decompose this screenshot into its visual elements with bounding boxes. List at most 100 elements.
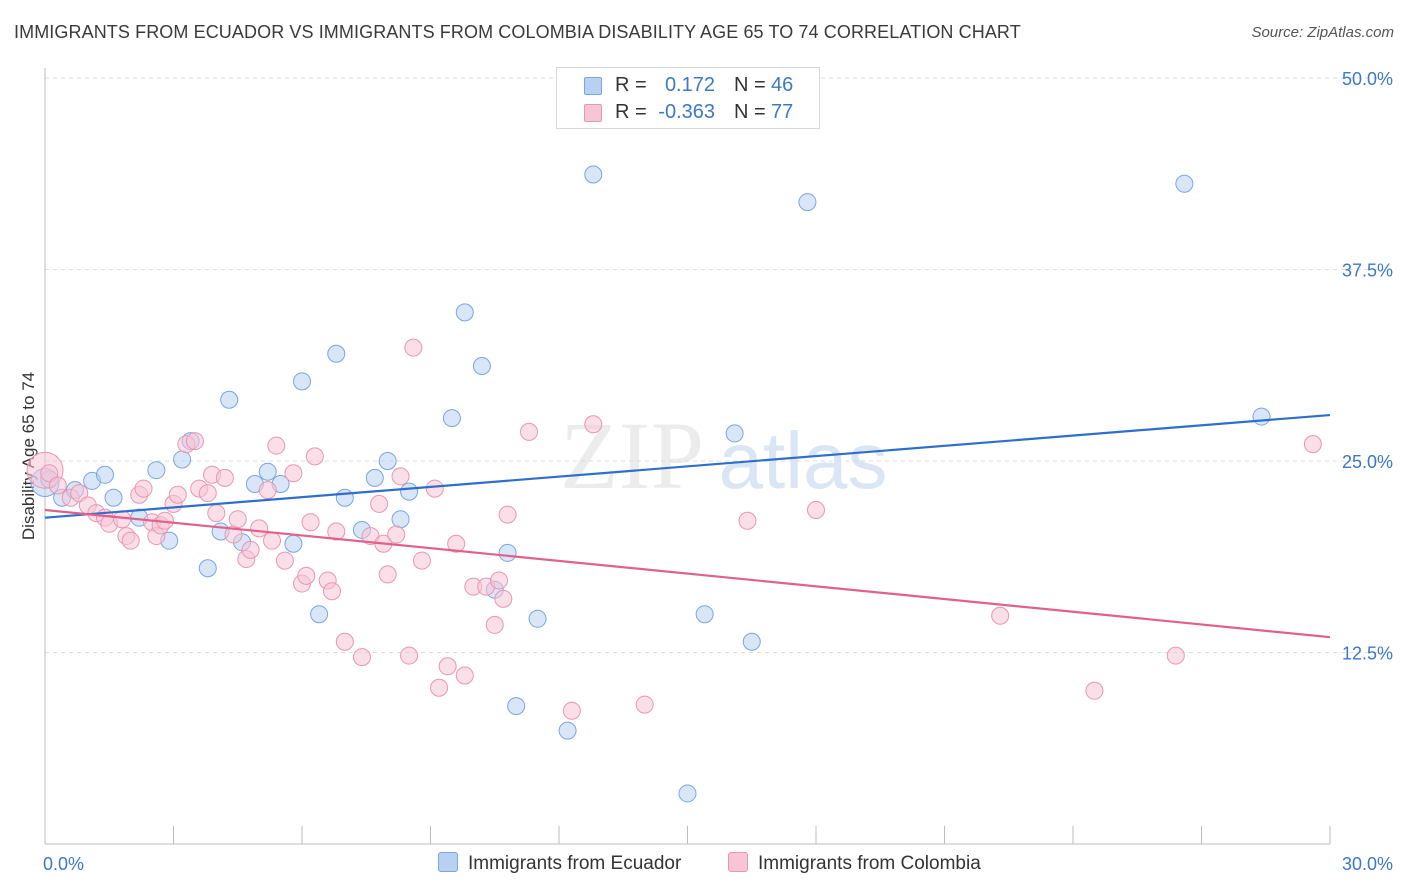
colombia-point	[322, 582, 341, 601]
y-tick-label: 50.0%	[1342, 69, 1393, 89]
series-legend: Immigrants from Ecuador Immigrants from …	[0, 852, 1406, 878]
colombia-point	[352, 648, 371, 667]
colombia-point	[1166, 646, 1185, 665]
r-value: 0.172	[664, 74, 715, 96]
ecuador-point	[293, 372, 311, 391]
r-value: -0.363	[658, 101, 715, 123]
colombia-point	[425, 479, 444, 498]
colombia-point	[1303, 435, 1322, 454]
ecuador-point	[1175, 174, 1194, 193]
ecuador-point	[507, 697, 526, 716]
y-tick-label: 12.5%	[1342, 644, 1393, 664]
ecuador-point	[400, 482, 419, 501]
ecuador-point	[725, 424, 744, 443]
y-tick-label: 37.5%	[1342, 261, 1393, 281]
ecuador-point	[220, 390, 239, 409]
colombia-point	[1085, 681, 1104, 700]
colombia-point	[807, 501, 825, 520]
colombia-point	[991, 606, 1010, 625]
ecuador-point	[498, 543, 517, 562]
chart-title: IMMIGRANTS FROM ECUADOR VS IMMIGRANTS FR…	[14, 22, 1021, 42]
y-tick-label: 25.0%	[1342, 452, 1393, 472]
colombia-point	[494, 589, 513, 608]
colombia-point	[520, 422, 539, 441]
colombia-swatch	[584, 104, 602, 122]
n-label: N =	[734, 74, 766, 96]
x-tick-label-max: 30.0%	[1342, 854, 1393, 874]
colombia-point	[485, 615, 504, 634]
colombia-point	[258, 481, 277, 500]
colombia-point	[335, 632, 354, 651]
ecuador-point	[455, 303, 474, 322]
colombia-point	[48, 476, 67, 495]
colombia-point	[562, 701, 581, 720]
colombia-point	[738, 511, 757, 530]
ecuador-point	[198, 559, 217, 578]
colombia-point	[584, 415, 603, 434]
colombia-point	[438, 657, 457, 676]
colombia-point	[430, 678, 449, 697]
colombia-point	[447, 534, 466, 553]
ecuador-swatch	[584, 77, 602, 95]
colombia-point	[215, 468, 234, 487]
ecuador-point	[558, 721, 577, 740]
ecuador-point	[528, 609, 547, 628]
colombia-point	[297, 566, 316, 585]
colombia-point	[305, 447, 324, 466]
colombia-point	[168, 485, 187, 504]
n-value: 77	[771, 101, 794, 123]
colombia-point	[370, 494, 389, 513]
n-label: N =	[734, 101, 766, 123]
colombia-point	[455, 666, 474, 685]
colombia-point	[40, 464, 59, 483]
watermark-zip: ZIP	[560, 402, 704, 509]
colombia-point	[121, 531, 140, 550]
source-credit: Source: ZipAtlas.com	[1251, 24, 1394, 41]
ecuador-point	[391, 510, 410, 529]
colombia-point	[70, 484, 89, 503]
ecuador-point	[442, 409, 461, 428]
colombia-legend-swatch	[728, 852, 748, 872]
colombia-point	[404, 338, 423, 357]
ecuador-point	[284, 534, 303, 553]
colombia-point	[207, 504, 226, 523]
ecuador-point	[173, 450, 192, 469]
legend-row-ecuador: R = 0.172 N = 46	[557, 73, 819, 99]
r-label: R =	[615, 101, 647, 123]
y-axis-label: Disability Age 65 to 74	[19, 372, 38, 540]
colombia-point	[327, 522, 346, 541]
x-tick-label-min: 0.0%	[43, 854, 84, 874]
n-value: 46	[771, 74, 794, 96]
colombia-point	[391, 467, 410, 486]
ecuador-point	[695, 605, 714, 624]
colombia-point	[301, 513, 320, 532]
ecuador-point	[742, 632, 761, 651]
ecuador-point	[678, 784, 697, 803]
colombia-point	[284, 464, 303, 483]
colombia-point	[498, 505, 517, 524]
ecuador-point	[147, 461, 166, 480]
ecuador-point	[95, 465, 114, 484]
legend-item-colombia: Immigrants from Colombia	[728, 852, 981, 875]
colombia-point	[412, 551, 431, 570]
ecuador-point	[327, 344, 346, 363]
ecuador-point	[798, 193, 817, 212]
ecuador-point	[258, 462, 277, 481]
colombia-point	[134, 479, 153, 498]
ecuador-point	[1252, 407, 1271, 426]
legend-row-colombia: R = -0.363 N = 77	[557, 100, 819, 126]
colombia-point	[635, 695, 654, 714]
colombia-point	[378, 565, 397, 584]
colombia-point	[263, 531, 282, 550]
colombia-point	[228, 510, 247, 529]
ecuador-point	[378, 452, 397, 470]
colombia-point	[275, 551, 294, 570]
colombia-trend-line	[44, 508, 1331, 639]
ecuador-point	[584, 165, 603, 184]
watermark-atlas: atlas	[719, 416, 888, 505]
colombia-point	[198, 484, 217, 503]
ecuador-legend-swatch	[438, 852, 458, 872]
colombia-point	[387, 525, 406, 544]
colombia-point	[400, 646, 419, 665]
